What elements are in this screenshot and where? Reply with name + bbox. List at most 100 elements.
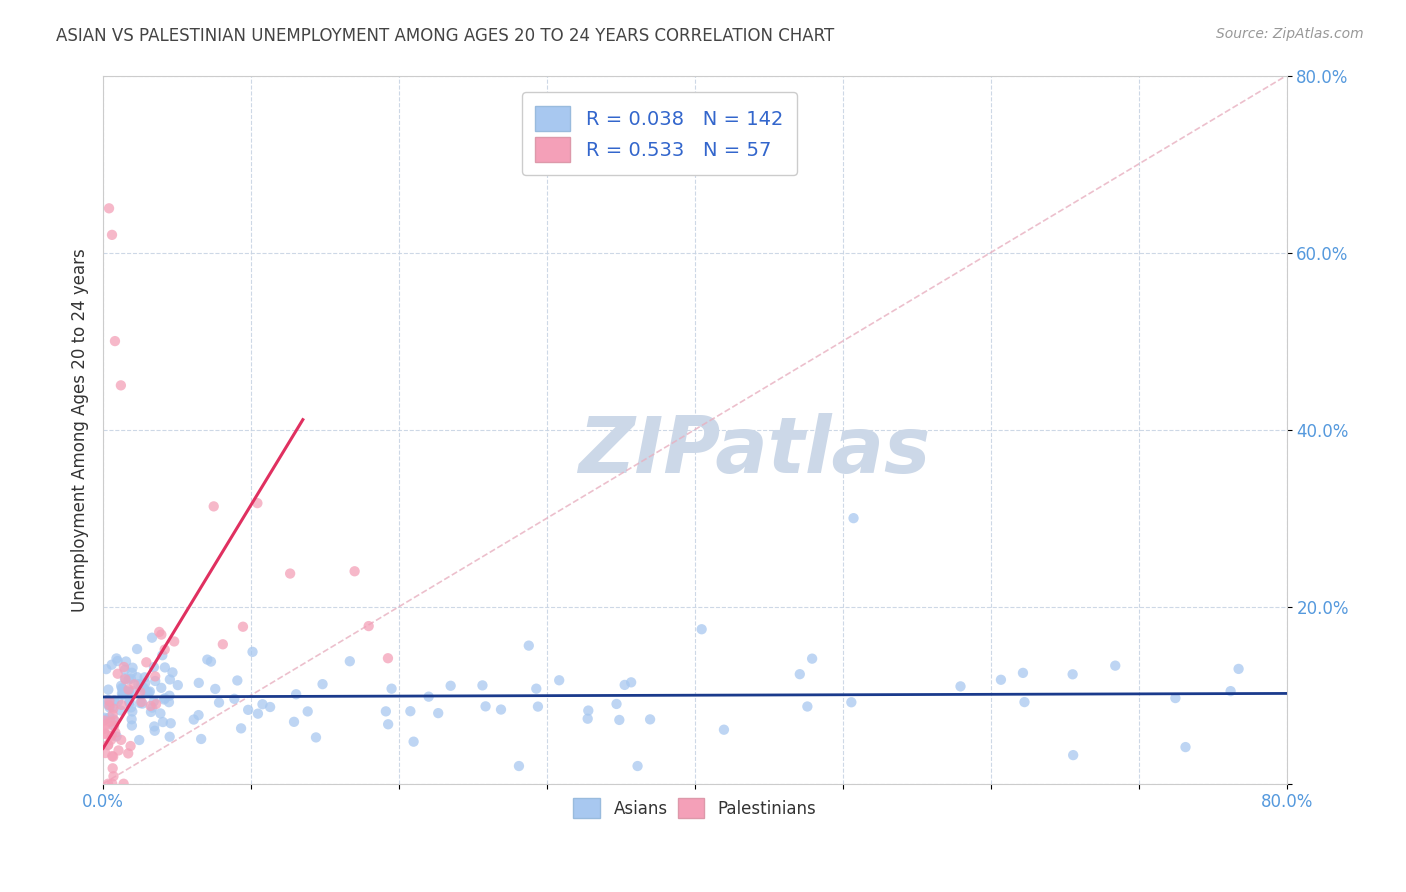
Point [134,685,156,699]
Point [690,622,713,636]
Point [305,731,328,745]
Point [150,627,173,641]
Point [131,680,153,694]
Point [713,723,735,737]
Point [101,749,124,764]
Point [103,769,125,783]
Point [166,678,188,692]
Point [122,684,145,698]
Point [98,714,121,729]
Point [107,743,129,757]
Point [159,730,181,744]
Point [111,681,134,695]
Point [132,681,155,695]
Point [121,718,143,732]
Point [97,777,120,791]
Point [242,645,264,659]
Point [93,711,115,725]
Point [97,738,120,752]
Point [145,697,167,711]
Point [187,676,209,690]
Point [121,705,143,719]
Point [136,685,159,699]
Point [607,713,630,727]
Point [143,719,166,733]
Point [129,678,152,692]
Point [576,712,599,726]
Point [527,699,550,714]
Point [139,705,162,719]
Point [149,706,172,721]
Point [93,714,115,728]
Point [141,700,163,714]
Point [285,687,308,701]
Point [93,722,115,736]
Point [1012,665,1035,680]
Point [311,677,333,691]
Point [142,660,165,674]
Point [297,705,319,719]
Legend: Asians, Palestinians: Asians, Palestinians [567,791,823,825]
Point [1219,684,1241,698]
Point [98,694,121,708]
Point [96,717,118,731]
Point [103,719,125,733]
Point [121,712,143,726]
Point [399,704,422,718]
Point [1164,691,1187,706]
Point [112,777,135,791]
Point [127,670,149,684]
Point [259,700,281,714]
Point [1104,658,1126,673]
Point [949,679,972,693]
Point [200,655,222,669]
Point [224,691,246,706]
Text: ASIAN VS PALESTINIAN UNEMPLOYMENT AMONG AGES 20 TO 24 YEARS CORRELATION CHART: ASIAN VS PALESTINIAN UNEMPLOYMENT AMONG … [56,27,835,45]
Point [142,694,165,708]
Point [246,496,269,510]
Point [134,670,156,684]
Point [97,682,120,697]
Point [125,642,148,657]
Point [374,704,396,718]
Point [118,696,141,710]
Point [842,511,865,525]
Point [139,684,162,698]
Point [101,718,124,732]
Point [638,712,661,726]
Point [204,681,226,696]
Point [101,700,124,714]
Point [508,759,530,773]
Point [111,681,134,696]
Point [100,732,122,747]
Point [100,657,122,672]
Point [152,714,174,729]
Point [111,685,134,699]
Point [153,642,176,657]
Point [98,202,121,216]
Point [162,665,184,680]
Text: ZIPatlas: ZIPatlas [578,413,931,489]
Point [208,696,231,710]
Point [114,672,136,686]
Point [278,566,301,581]
Point [339,654,361,668]
Point [128,733,150,747]
Point [252,697,274,711]
Point [1062,667,1084,681]
Point [418,690,440,704]
Point [990,673,1012,687]
Point [143,673,166,688]
Point [110,703,132,717]
Point [474,699,496,714]
Point [94,727,117,741]
Point [101,227,124,242]
Point [103,693,125,707]
Point [110,378,132,392]
Point [101,761,124,775]
Point [97,693,120,707]
Point [357,619,380,633]
Point [110,698,132,712]
Point [789,667,811,681]
Point [117,747,139,761]
